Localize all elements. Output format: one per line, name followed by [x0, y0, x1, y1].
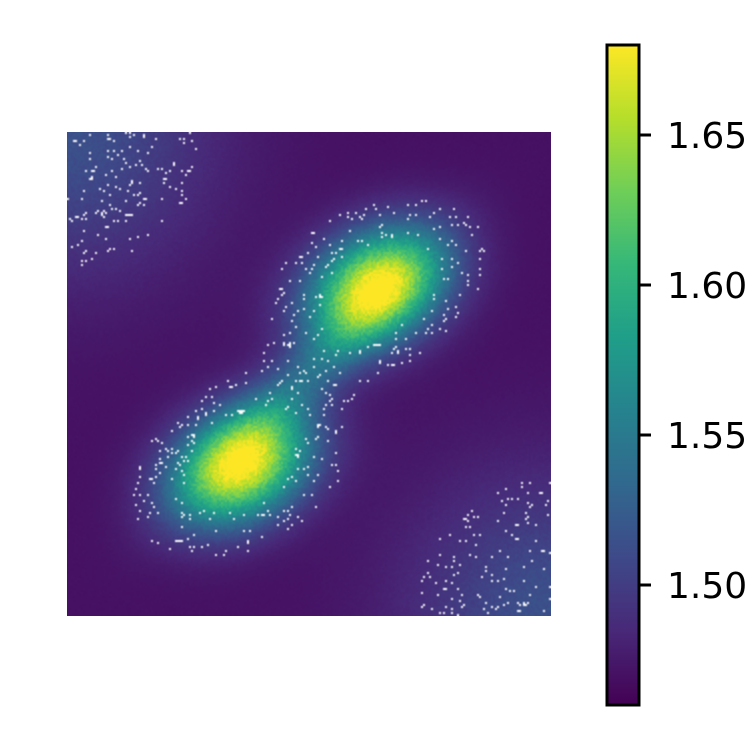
colorbar-ticks: 1.50 1.55 1.60 1.65 — [639, 116, 747, 607]
colorbar-tick-label: 1.65 — [667, 116, 747, 157]
colorbar-tick-label: 1.55 — [667, 416, 747, 457]
colorbar-gradient — [607, 45, 639, 705]
colorbar-tick-label: 1.50 — [667, 566, 747, 607]
colorbar: 1.50 1.55 1.60 1.65 — [605, 43, 747, 707]
plot-area — [67, 132, 551, 616]
colorbar-tick-label: 1.60 — [667, 266, 747, 307]
heatmap-image — [67, 132, 551, 616]
colorbar-frame — [605, 43, 641, 707]
